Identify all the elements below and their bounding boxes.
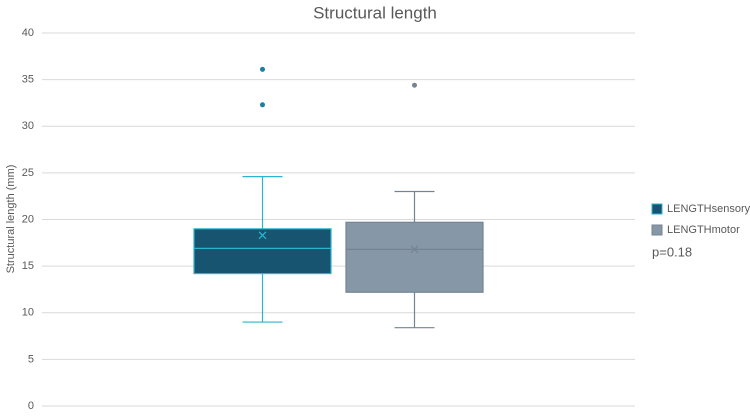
mean-marker [258,231,267,240]
y-tick-label: 30 [22,120,34,132]
y-tick-label: 15 [22,260,34,272]
outlier [412,82,417,88]
legend-label: LENGTHsensory [667,203,750,215]
y-tick-label: 0 [28,400,34,412]
chart-title: Structural length [313,3,437,22]
box [345,221,484,293]
outlier [260,66,265,72]
legend-label: LENGTHmotor [667,224,740,236]
y-tick-label: 25 [22,167,34,179]
box [193,228,332,275]
annotation: p=0.18 [652,244,692,259]
outlier [260,102,265,108]
y-tick-label: 35 [22,74,34,86]
y-tick-label: 20 [22,213,34,225]
mean-marker [410,245,419,254]
y-axis-label: Structural length (mm) [5,165,17,274]
y-tick-label: 5 [28,353,34,365]
legend-swatch [651,203,663,215]
legend-swatch [651,224,663,236]
y-tick-label: 40 [22,27,34,39]
y-tick-label: 10 [22,307,34,319]
